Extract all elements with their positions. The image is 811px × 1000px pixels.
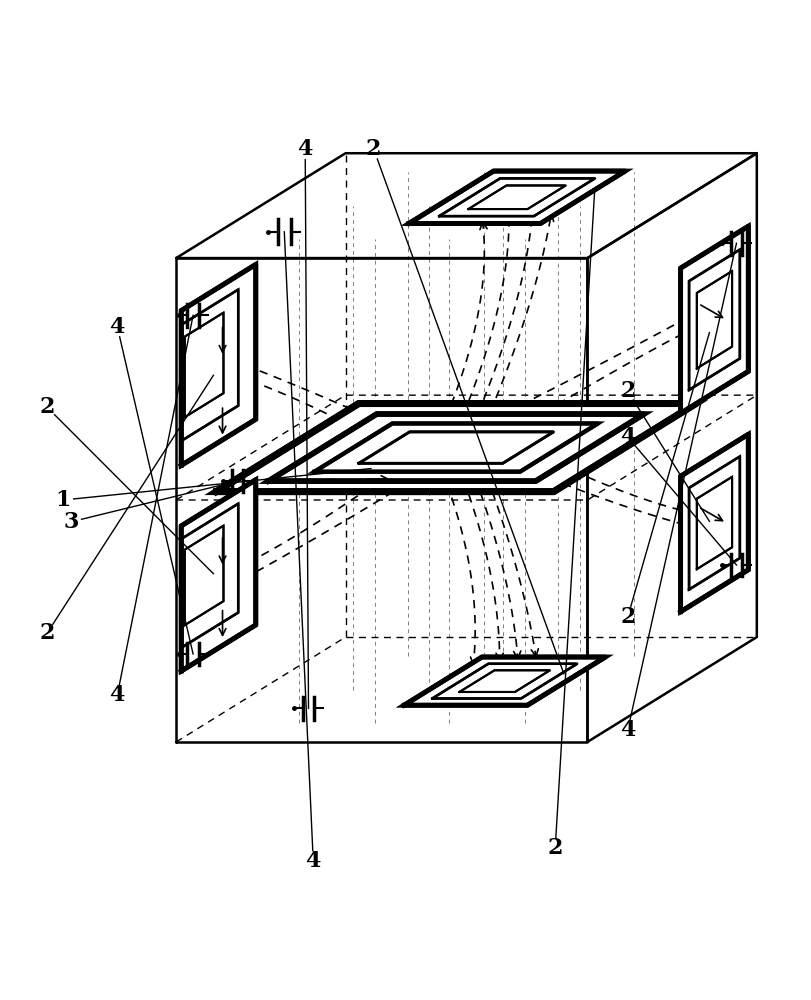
Polygon shape bbox=[680, 434, 748, 612]
Text: 4: 4 bbox=[305, 850, 320, 872]
Text: 4: 4 bbox=[620, 719, 635, 741]
Text: 4: 4 bbox=[620, 426, 635, 448]
Polygon shape bbox=[358, 432, 553, 463]
Polygon shape bbox=[431, 664, 577, 698]
Text: 2: 2 bbox=[40, 622, 55, 644]
Polygon shape bbox=[181, 264, 255, 465]
Text: 2: 2 bbox=[620, 606, 635, 628]
Polygon shape bbox=[696, 271, 732, 368]
Polygon shape bbox=[181, 480, 255, 671]
Text: 2: 2 bbox=[40, 396, 55, 418]
Text: 4: 4 bbox=[109, 684, 125, 706]
Polygon shape bbox=[689, 250, 739, 390]
Polygon shape bbox=[185, 313, 223, 417]
Polygon shape bbox=[217, 404, 695, 492]
Polygon shape bbox=[314, 423, 597, 472]
Polygon shape bbox=[268, 414, 643, 481]
Text: 1: 1 bbox=[55, 489, 71, 511]
Polygon shape bbox=[459, 670, 549, 692]
Text: 3: 3 bbox=[63, 511, 79, 533]
Polygon shape bbox=[696, 477, 732, 569]
Polygon shape bbox=[182, 290, 238, 440]
Text: 4: 4 bbox=[297, 138, 312, 160]
Polygon shape bbox=[182, 504, 238, 647]
Polygon shape bbox=[404, 657, 605, 705]
Polygon shape bbox=[409, 171, 624, 223]
Polygon shape bbox=[468, 185, 565, 209]
Polygon shape bbox=[689, 456, 739, 590]
Polygon shape bbox=[439, 178, 594, 216]
Text: 4: 4 bbox=[109, 316, 125, 338]
Text: 2: 2 bbox=[620, 380, 635, 402]
Polygon shape bbox=[680, 226, 748, 413]
Text: 2: 2 bbox=[547, 837, 562, 859]
Text: 2: 2 bbox=[366, 138, 381, 160]
Polygon shape bbox=[185, 526, 223, 625]
